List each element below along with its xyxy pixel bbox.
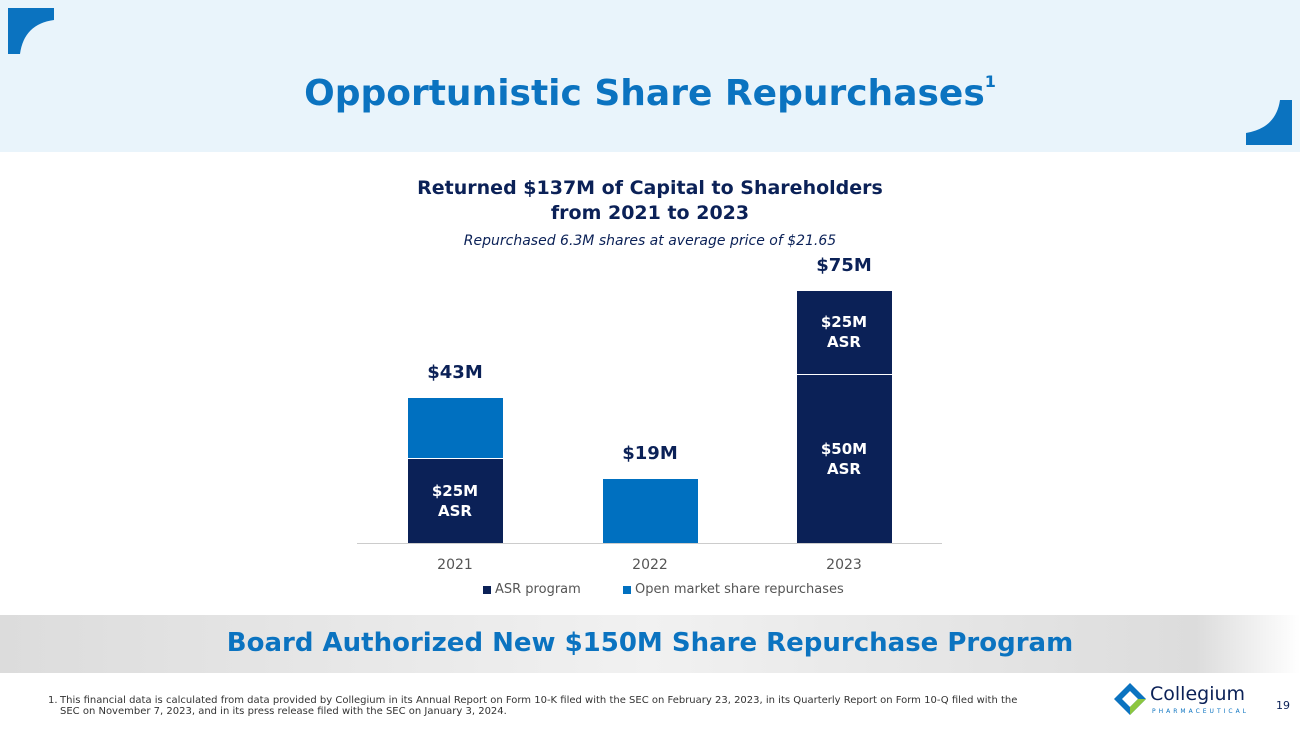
banner [0, 615, 1300, 673]
legend-item: Open market share repurchases [623, 582, 844, 597]
x-axis [357, 543, 942, 544]
total-label: $43M [427, 362, 483, 384]
slide-title: Opportunistic Share Repurchases1 [0, 72, 1300, 114]
bar-segment [407, 398, 503, 458]
bar-segment [796, 374, 892, 543]
logo-mark [1114, 683, 1146, 715]
legend-label: Open market share repurchases [635, 582, 844, 597]
data-label: $25M ASR [431, 481, 479, 520]
total-label: $75M [816, 254, 872, 276]
page-number: 19 [1276, 699, 1290, 712]
x-tick-label: 2023 [826, 557, 862, 573]
data-label: $25M ASR [820, 313, 868, 352]
title-text: Opportunistic Share Repurchases [304, 73, 985, 114]
data-label: $50M ASR [820, 439, 868, 478]
footnote: 1. This financial data is calculated from… [48, 695, 1028, 717]
legend-swatch [623, 585, 631, 594]
footnote-marker: 1. [48, 695, 58, 706]
x-tick-label: 2022 [632, 557, 668, 573]
title-footnote: 1 [984, 72, 996, 91]
total-label: $19M [622, 443, 678, 465]
x-tick-label: 2021 [437, 557, 473, 573]
footnote-text: This financial data is calculated from d… [60, 695, 1018, 717]
legend-label: ASR program [495, 582, 581, 597]
corner-marks [8, 8, 1292, 145]
legend-item: ASR program [483, 582, 581, 597]
logo-name: Collegium [1150, 683, 1246, 705]
chart-subtitle: Repurchased 6.3M shares at average price… [463, 233, 837, 249]
bar-segment [796, 290, 892, 374]
chart-title: Returned $137M of Capital to Shareholder… [417, 177, 883, 224]
legend-swatch [483, 585, 491, 594]
banner-text: Board Authorized New $150M Share Repurch… [226, 628, 1074, 658]
bar-segment [407, 458, 503, 543]
logo-tagline: PHARMACEUTICAL [1152, 708, 1250, 715]
bar-segment [602, 479, 698, 543]
header-band [0, 0, 1300, 152]
